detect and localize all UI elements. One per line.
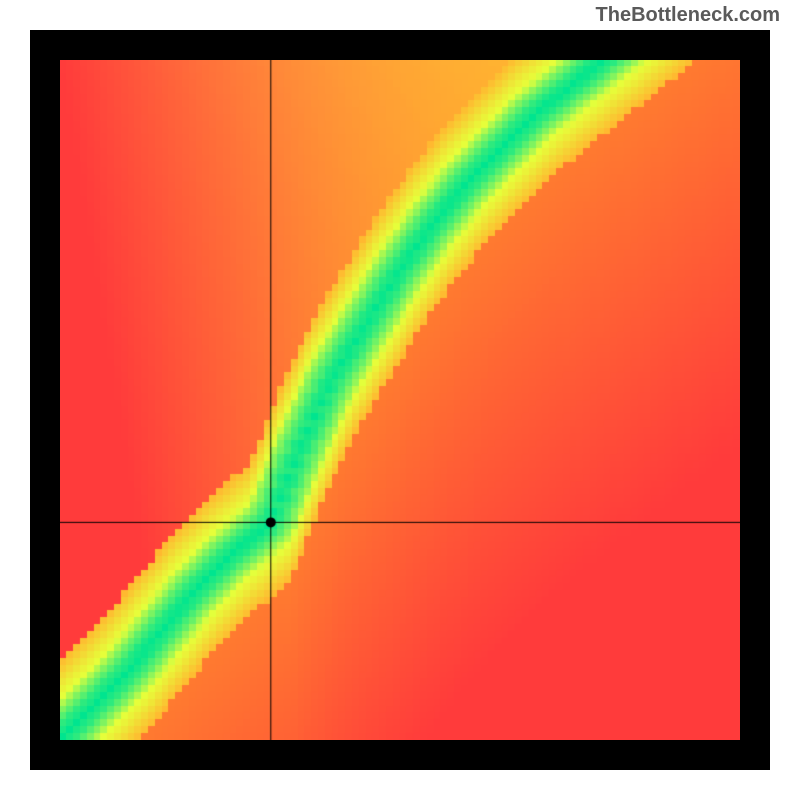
brand-label: TheBottleneck.com bbox=[596, 4, 780, 27]
chart-wrapper: TheBottleneck.com bbox=[0, 0, 800, 800]
bottleneck-heatmap bbox=[60, 60, 740, 740]
